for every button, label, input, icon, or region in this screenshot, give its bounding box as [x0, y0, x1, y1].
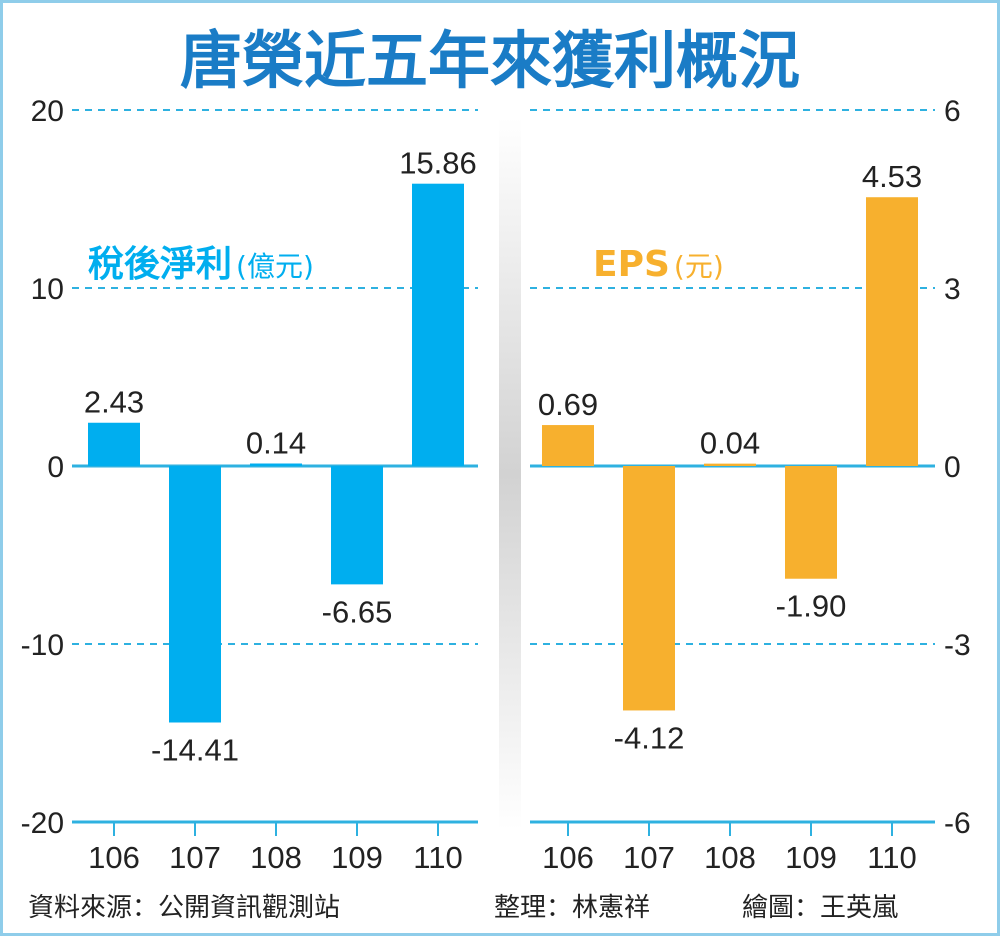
y-tick-label: 3: [944, 273, 961, 306]
x-tick-label: 108: [704, 840, 756, 875]
bar: [704, 463, 756, 466]
bar: [542, 425, 594, 466]
panel-divider: [499, 118, 521, 830]
bar: [785, 466, 837, 579]
bar: [866, 197, 918, 466]
x-tick-label: 106: [88, 840, 140, 875]
y-tick-label: 20: [31, 95, 64, 128]
y-tick-label: -3: [944, 629, 971, 662]
data-label: 4.53: [862, 159, 922, 194]
bar: [88, 422, 140, 466]
data-label: 15.86: [399, 146, 477, 181]
bar: [623, 466, 675, 711]
x-tick-label: 109: [331, 840, 383, 875]
data-label: 2.43: [84, 385, 144, 420]
x-tick-label: 110: [413, 840, 462, 875]
footer-editor: 整理：林憲祥: [494, 893, 650, 923]
x-tick-label: 106: [542, 840, 594, 875]
data-label: -4.12: [614, 720, 685, 755]
data-label: 0.69: [538, 387, 598, 422]
data-label: -6.65: [322, 594, 393, 629]
y-tick-label: -10: [21, 629, 64, 662]
y-tick-label: -20: [21, 807, 64, 840]
x-tick-label: 108: [250, 840, 302, 875]
chart-title: 唐榮近五年來獲利概況: [180, 24, 800, 97]
bar: [169, 466, 221, 723]
y-tick-label: -6: [944, 807, 971, 840]
x-tick-label: 107: [623, 840, 675, 875]
y-tick-label: 6: [944, 95, 961, 128]
x-tick-label: 110: [867, 840, 916, 875]
net-income-label-main: 稅後淨利: [88, 244, 232, 285]
net-income-series-label: 稅後淨利 (億元): [88, 244, 314, 285]
y-tick-label: 0: [47, 451, 64, 484]
data-label: -14.41: [151, 732, 239, 767]
eps-panel: 6 3 0 -3 -6 0.69 106 -4.12 107 0.04 108 -1.90 109 4.5…: [530, 95, 971, 875]
eps-series-label: EPS (元): [593, 244, 724, 285]
x-tick-label: 109: [785, 840, 837, 875]
eps-label-main: EPS: [593, 244, 670, 285]
bar: [412, 183, 464, 466]
y-tick-label: 10: [31, 273, 64, 306]
data-label: 0.14: [246, 426, 306, 461]
net-income-panel: 20 10 0 -10 -20 2.43 106 -14.41 107 0.14 108 -6.65 1…: [21, 95, 478, 875]
bar: [250, 463, 302, 466]
bar: [331, 466, 383, 585]
data-label: -1.90: [776, 589, 847, 624]
x-tick-label: 107: [169, 840, 221, 875]
footer-illustrator: 繪圖：王英嵐: [742, 893, 898, 923]
y-tick-label: 0: [944, 451, 961, 484]
footer-source: 資料來源：公開資訊觀測站: [28, 893, 340, 923]
eps-label-unit: (元): [674, 250, 724, 283]
data-label: 0.04: [700, 426, 760, 461]
net-income-label-unit: (億元): [236, 250, 314, 283]
